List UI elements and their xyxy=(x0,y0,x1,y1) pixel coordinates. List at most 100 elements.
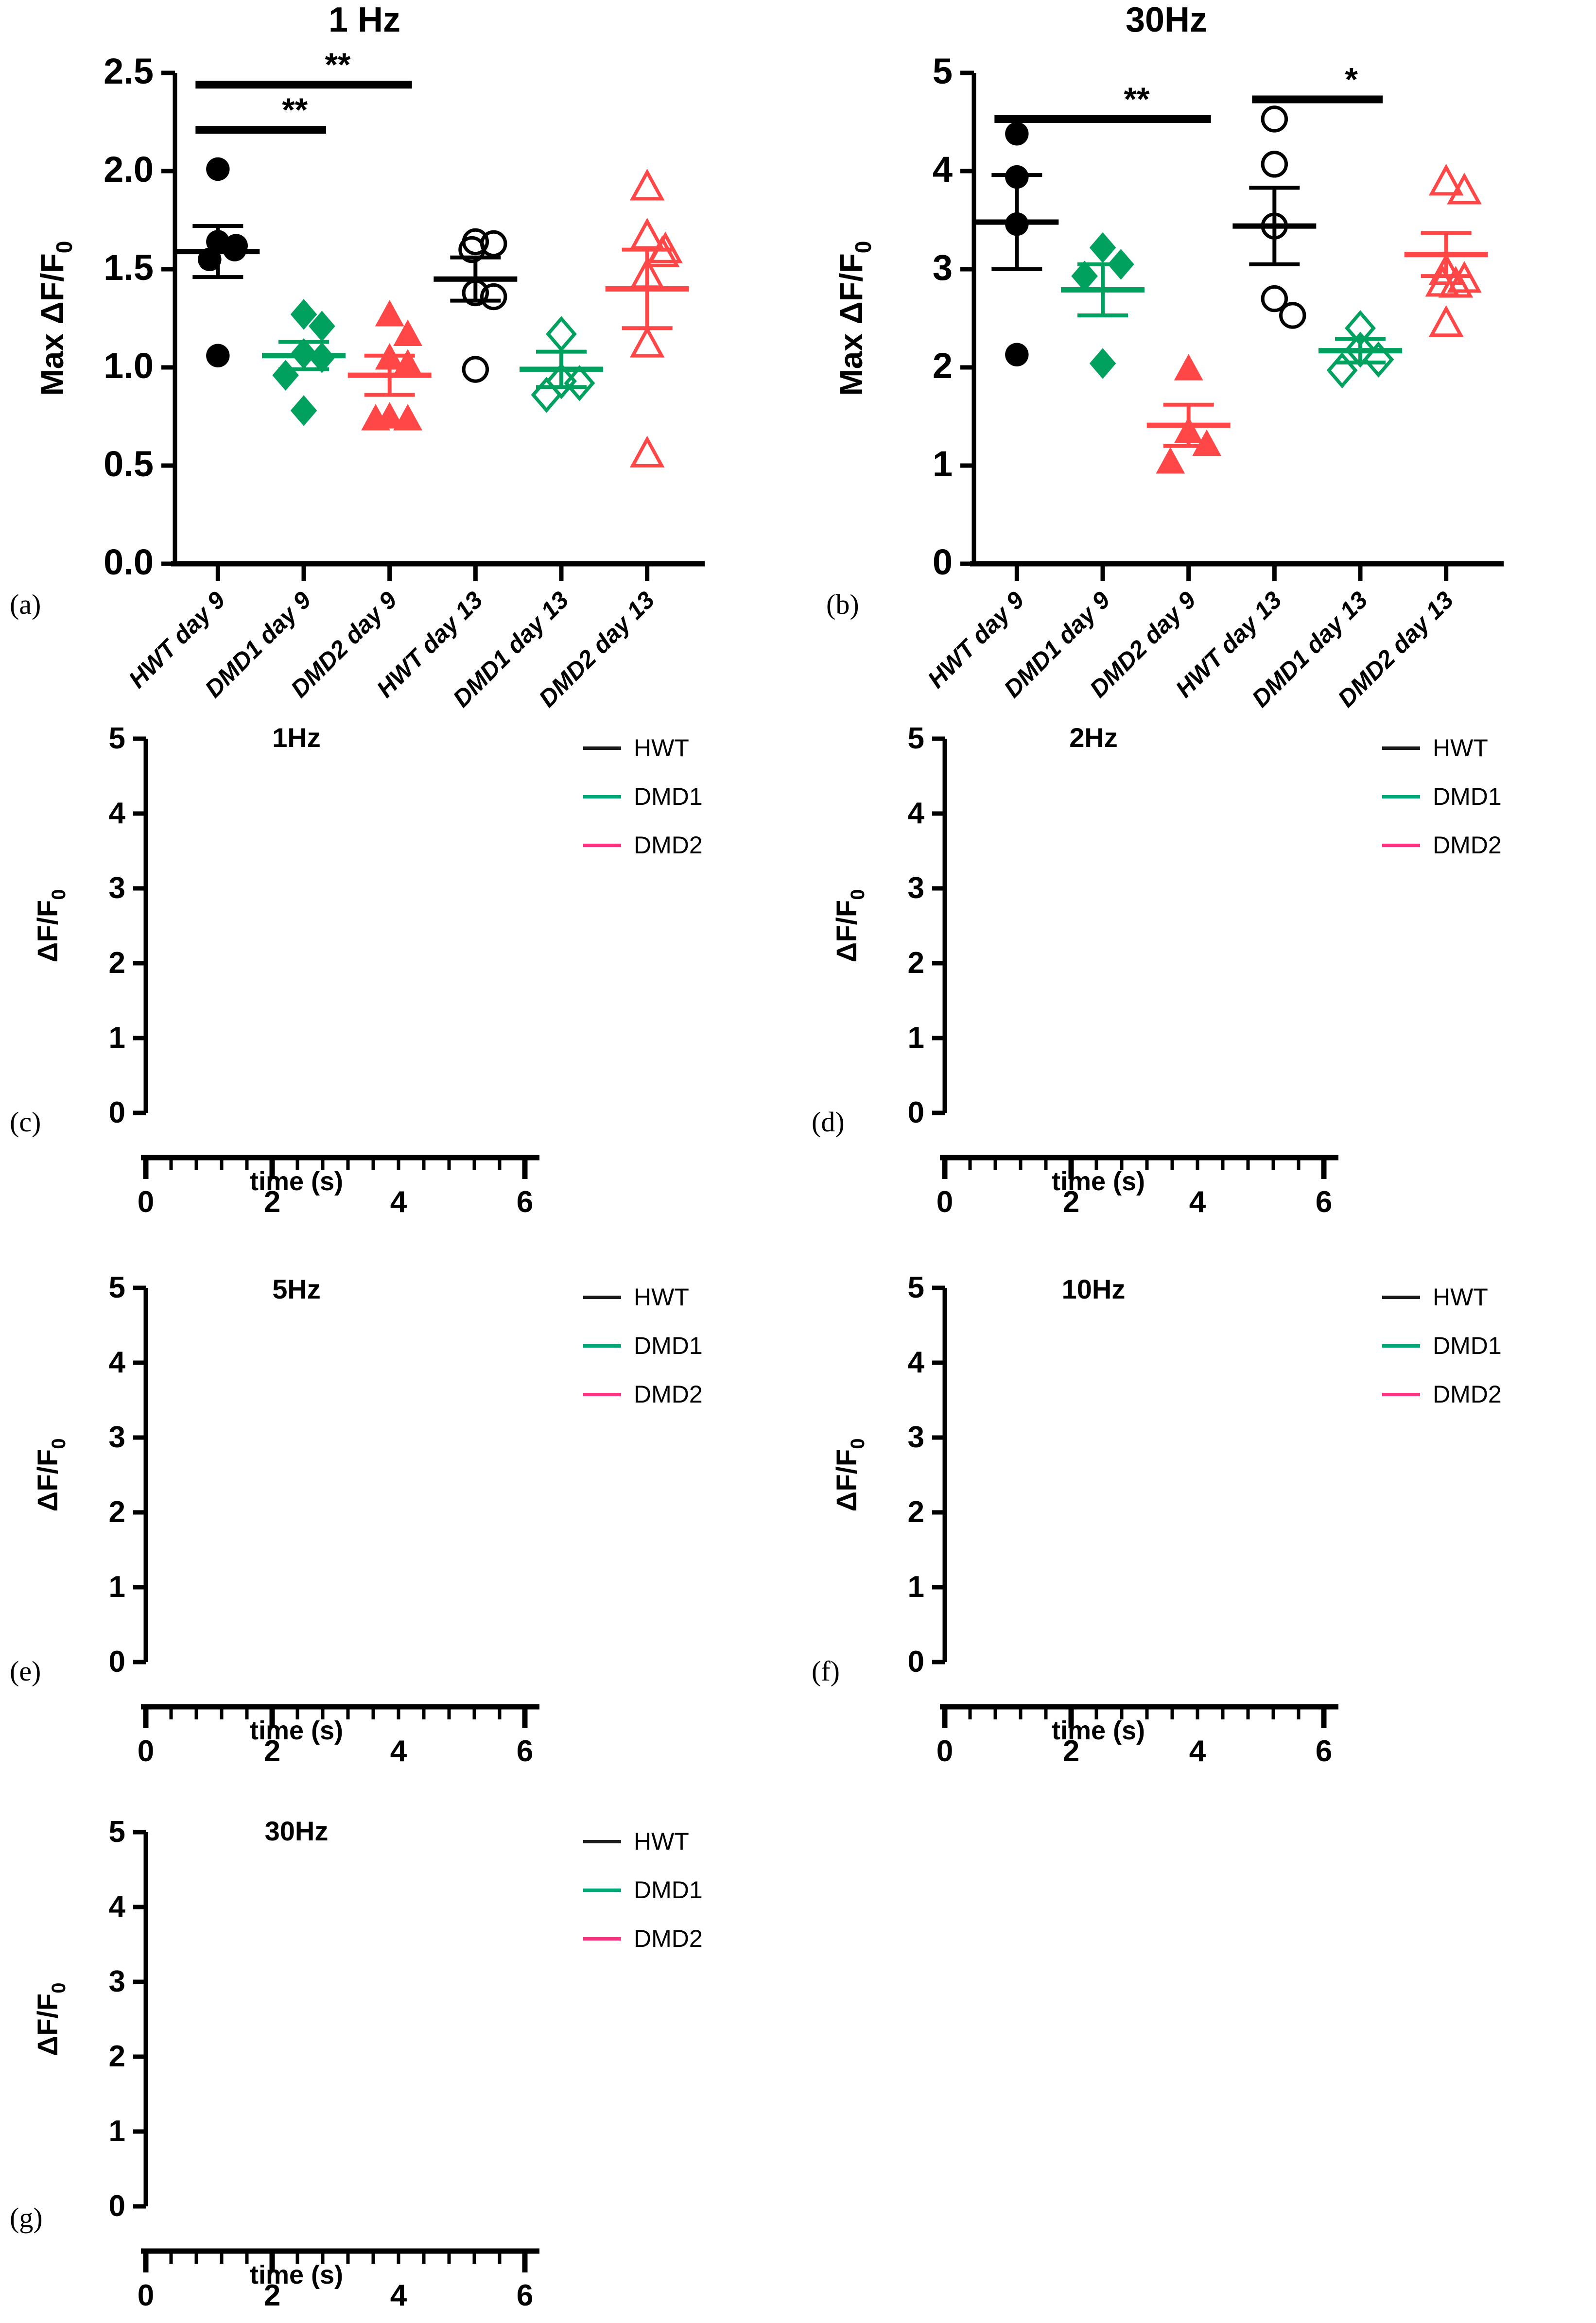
legend-item-dmd2[interactable]: DMD2 xyxy=(1382,1380,1502,1408)
legend-label: DMD2 xyxy=(1433,832,1502,859)
data-point xyxy=(1174,354,1203,381)
legend-item-dmd1[interactable]: DMD1 xyxy=(1382,782,1502,811)
data-point xyxy=(375,300,404,327)
data-point xyxy=(309,311,335,342)
data-point xyxy=(393,349,422,376)
legend-item-hwt[interactable]: HWT xyxy=(583,1827,703,1855)
panel-c-title: 1Hz xyxy=(272,722,321,753)
legend-swatch-hwt xyxy=(583,1295,621,1299)
data-point xyxy=(361,404,390,431)
legend-item-dmd1[interactable]: DMD1 xyxy=(1382,1332,1502,1360)
legend-swatch-dmd1 xyxy=(1382,795,1420,798)
legend: HWT DMD1 DMD2 xyxy=(1382,1283,1502,1429)
x-tick-label: 2 xyxy=(1063,1734,1079,1768)
y-tick-label: 2 xyxy=(933,346,953,386)
legend-swatch-dmd2 xyxy=(583,1392,621,1396)
y-tick-label: 3 xyxy=(109,871,125,905)
legend-item-dmd2[interactable]: DMD2 xyxy=(583,831,703,859)
data-point xyxy=(1428,164,1464,196)
y-tick-label: 0.5 xyxy=(104,444,154,484)
y-tick-label: 4 xyxy=(109,797,126,830)
legend-swatch-dmd1 xyxy=(583,795,621,798)
y-tick-label: 0 xyxy=(109,1096,125,1129)
y-tick-label: 1 xyxy=(933,444,953,484)
data-point xyxy=(1428,253,1464,285)
data-point xyxy=(1363,341,1394,378)
significance-label: ** xyxy=(282,91,308,128)
legend-label: DMD2 xyxy=(634,832,703,859)
legend-item-dmd1[interactable]: DMD1 xyxy=(583,1876,703,1904)
legend-swatch-hwt xyxy=(583,1839,621,1843)
data-point xyxy=(272,360,299,391)
y-tick-label: 1 xyxy=(109,2115,125,2148)
y-axis-title: ΔF/F0 xyxy=(831,1439,868,1512)
panel-f-xaxis-label: time (s) xyxy=(1051,1716,1145,1745)
line-plot-c: 0 1 2 3 4 5 0 2 4 6 ΔF/F0 xyxy=(32,705,539,1230)
line-plot-e: 0 1 2 3 4 5 0 2 4 6 ΔF/F0 xyxy=(32,1254,539,1779)
data-point xyxy=(546,316,577,352)
legend-item-hwt[interactable]: HWT xyxy=(1382,1283,1502,1311)
data-point xyxy=(290,395,317,426)
data-point xyxy=(1345,331,1376,368)
legend-item-dmd1[interactable]: DMD1 xyxy=(583,782,703,811)
x-tick-label: 2 xyxy=(264,1185,280,1219)
y-axis-title: Max ΔF/F0 xyxy=(34,241,77,396)
y-tick-label: 1.5 xyxy=(104,247,154,288)
legend-item-hwt[interactable]: HWT xyxy=(583,1283,703,1311)
y-tick-label: 5 xyxy=(908,1271,924,1304)
y-tick-label: 0 xyxy=(109,1645,125,1679)
y-tick-label: 4 xyxy=(908,797,925,830)
legend-label: HWT xyxy=(1433,1283,1488,1311)
y-axis-title: ΔF/F0 xyxy=(32,1983,69,2056)
legend: HWT DMD1 DMD2 xyxy=(583,734,703,880)
data-point xyxy=(1089,232,1116,263)
panel-g-label: (g) xyxy=(10,2202,43,2234)
panel-c-1hz-trace: 0 1 2 3 4 5 0 2 4 6 ΔF/F0 HWT DMD1 DMD2 xyxy=(0,705,797,1230)
legend-swatch-hwt xyxy=(583,746,621,750)
y-tick-label: 3 xyxy=(933,247,953,288)
legend-label: HWT xyxy=(634,1283,689,1311)
x-tick-label: 6 xyxy=(517,2279,533,2312)
line-plot-d: 0 1 2 3 4 5 0 2 4 6 ΔF/F0 xyxy=(831,705,1338,1230)
x-tick-label: 0 xyxy=(138,2279,154,2312)
x-tick-label: 4 xyxy=(1189,1185,1206,1219)
significance-label: ** xyxy=(325,46,351,83)
legend-label: DMD1 xyxy=(634,783,703,810)
data-point xyxy=(1156,447,1185,474)
y-tick-label: 5 xyxy=(109,1815,125,1849)
y-tick-label: 1 xyxy=(908,1570,924,1604)
y-tick-label: 0 xyxy=(933,542,953,582)
legend-label: HWT xyxy=(1433,734,1488,762)
panel-d-2hz-trace: 0 1 2 3 4 5 0 2 4 6 ΔF/F0 HWT DMD1 DMD2 xyxy=(799,705,1596,1230)
data-point xyxy=(1005,343,1029,366)
data-point xyxy=(629,218,665,250)
legend-item-dmd2[interactable]: DMD2 xyxy=(583,1924,703,1953)
legend-item-hwt[interactable]: HWT xyxy=(1382,734,1502,762)
y-tick-label: 4 xyxy=(109,1890,126,1924)
data-point xyxy=(531,377,562,413)
x-tick-label: 2 xyxy=(1063,1185,1079,1219)
panel-e-label: (e) xyxy=(10,1655,41,1687)
legend: HWT DMD1 DMD2 xyxy=(1382,734,1502,880)
legend-item-dmd2[interactable]: DMD2 xyxy=(583,1380,703,1408)
panel-d-label: (d) xyxy=(812,1106,845,1138)
panel-e-5hz-trace: 0 1 2 3 4 5 0 2 4 6 ΔF/F0 HWT DMD1 DMD2 xyxy=(0,1254,797,1779)
legend-item-hwt[interactable]: HWT xyxy=(583,734,703,762)
legend-swatch-dmd2 xyxy=(1382,1392,1420,1396)
x-tick-label: 4 xyxy=(390,1185,407,1219)
legend-item-dmd2[interactable]: DMD2 xyxy=(1382,831,1502,859)
x-tick-label: 0 xyxy=(937,1734,953,1768)
data-point xyxy=(1261,151,1288,178)
y-tick-label: 1 xyxy=(908,1021,924,1055)
x-tick-label: 2 xyxy=(264,1734,280,1768)
data-point xyxy=(629,169,665,201)
legend-item-dmd1[interactable]: DMD1 xyxy=(583,1332,703,1360)
y-axis-title: Max ΔF/F0 xyxy=(833,241,876,396)
y-tick-label: 1.0 xyxy=(104,346,154,386)
legend-label: DMD1 xyxy=(1433,783,1502,810)
y-tick-label: 3 xyxy=(908,1421,924,1454)
panel-e-title: 5Hz xyxy=(272,1274,321,1304)
legend-swatch-dmd1 xyxy=(583,1344,621,1348)
legend-label: HWT xyxy=(634,734,689,762)
